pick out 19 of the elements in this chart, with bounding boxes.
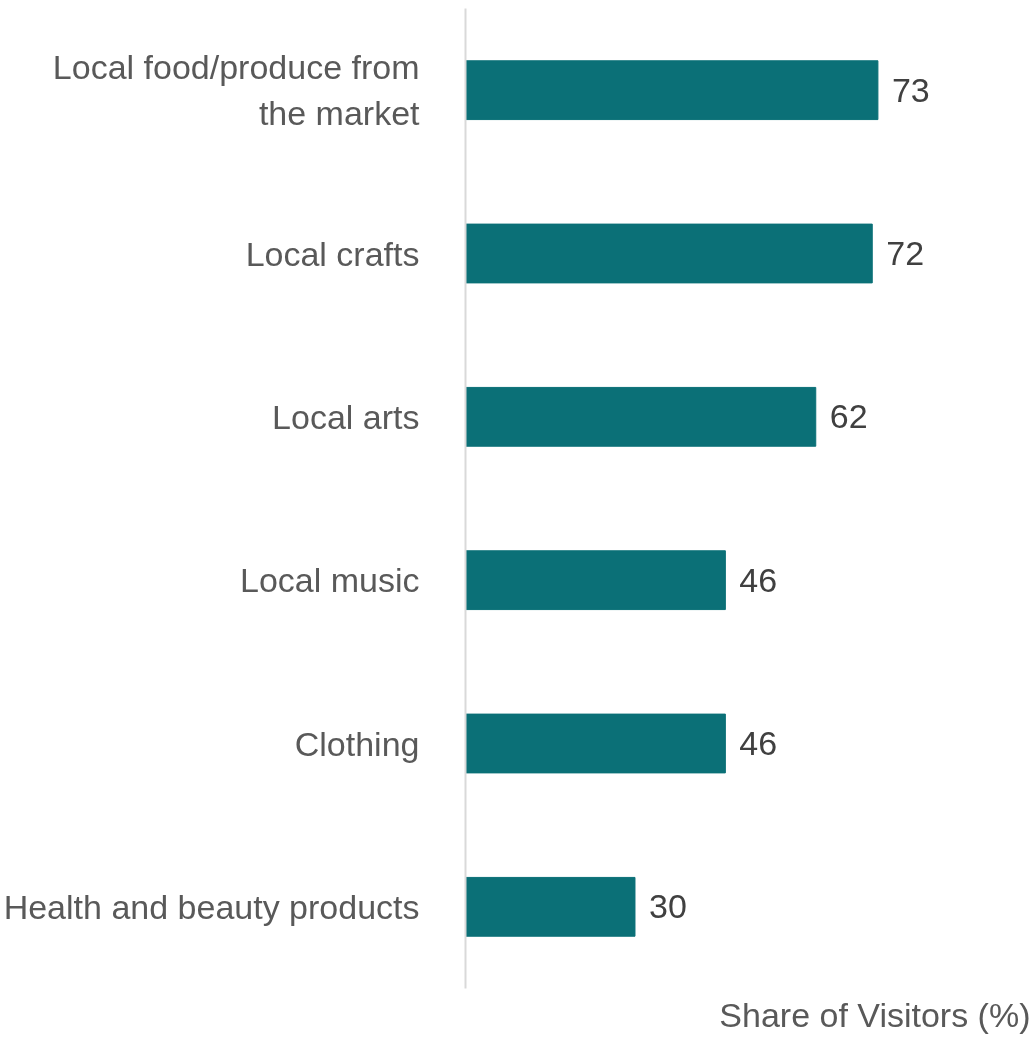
data-label: 72 — [886, 234, 925, 272]
data-label: 73 — [891, 70, 930, 109]
data-label: 62 — [829, 397, 868, 436]
y-tick-label: Local arts — [272, 397, 420, 436]
y-tick-label: Local crafts — [245, 234, 420, 273]
bar — [465, 386, 817, 447]
bar — [465, 713, 726, 774]
y-tick-label: Clothing — [294, 724, 420, 763]
bar — [465, 60, 879, 121]
y-tick-label: Local food/produce from the market — [52, 48, 421, 132]
bar — [465, 223, 873, 284]
data-label: 30 — [648, 887, 687, 926]
data-label: 46 — [739, 724, 778, 762]
y-tick-label: Health and beauty products — [3, 887, 420, 926]
bar — [465, 876, 636, 937]
y-tick-label: Local music — [239, 561, 420, 600]
x-axis-title: Share of Visitors (%) — [719, 995, 1031, 1034]
data-label: 46 — [739, 560, 778, 599]
bar — [465, 550, 726, 611]
